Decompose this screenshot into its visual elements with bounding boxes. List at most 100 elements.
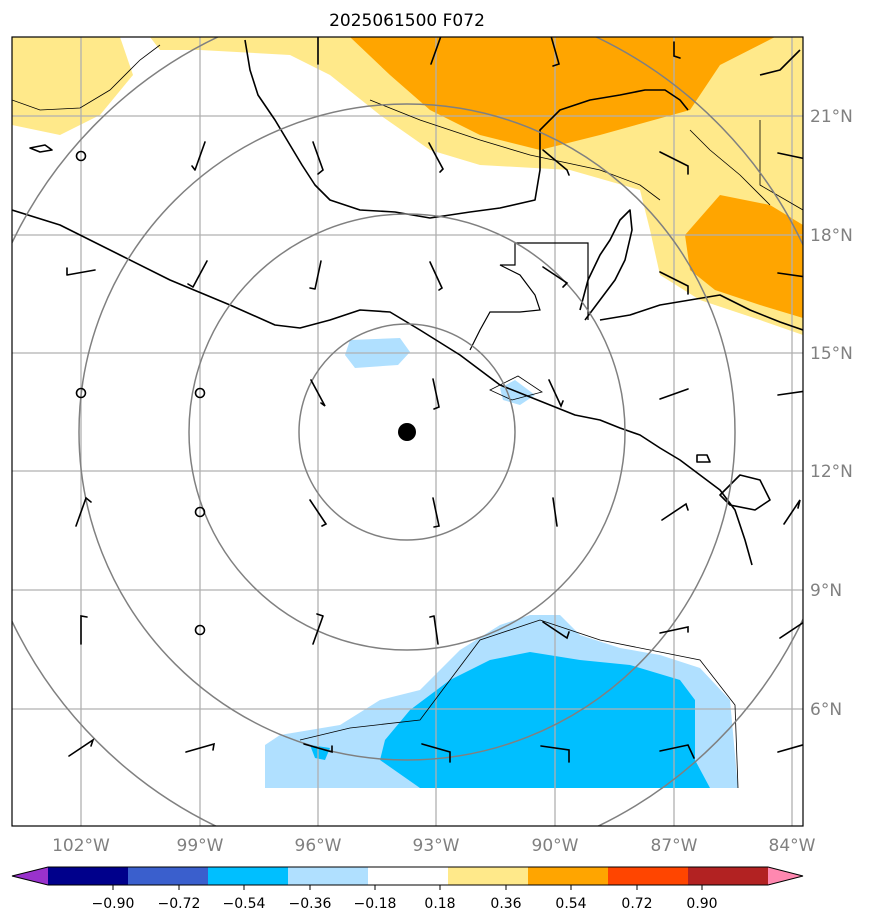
wind-barb (552, 497, 558, 527)
colorbar-segment (208, 867, 289, 885)
map-frame (11, 36, 804, 827)
colorbar-segment (528, 867, 609, 885)
wind-barb (542, 149, 570, 176)
lat-label: 12°N (810, 462, 853, 482)
blue-region-small (310, 745, 330, 760)
wind-barb (312, 613, 324, 645)
colorbar-tick-label: −0.90 (92, 896, 135, 912)
calm-circle (75, 387, 87, 399)
latitude-labels: 21°N 18°N 15°N 12°N 9°N 6°N (810, 107, 853, 720)
wind-barb (75, 496, 92, 527)
colorbar-segment (608, 867, 689, 885)
lon-label: 96°W (295, 836, 342, 856)
wind-barb (185, 742, 215, 753)
wind-barb (187, 260, 208, 288)
wind-barb (429, 615, 439, 645)
colorbar-segment (288, 867, 369, 885)
lat-label: 15°N (810, 344, 853, 364)
wind-barb (783, 499, 801, 525)
shaded-field (12, 37, 803, 788)
wind-barb (550, 37, 560, 67)
wind-barb (779, 621, 803, 639)
wind-barb (673, 41, 681, 59)
lon-label: 99°W (177, 836, 224, 856)
colorbar-segment (368, 867, 449, 885)
wind-barb (309, 260, 322, 290)
wind-barb (659, 151, 689, 175)
lat-label: 21°N (810, 107, 853, 127)
colorbar-segment (128, 867, 209, 885)
colorbar-segments (12, 867, 803, 885)
wind-barb (659, 271, 689, 295)
yellow-region-northwest (12, 37, 133, 135)
colorbar-tick-label: −0.72 (158, 896, 201, 912)
colorbar-tick-label: 0.90 (686, 896, 717, 912)
wind-barb (428, 142, 444, 173)
calm-circle (75, 150, 87, 162)
wind-barb (540, 745, 570, 763)
colorbar-outline (11, 866, 804, 886)
calm-circle (194, 387, 206, 399)
wind-barb (432, 378, 440, 410)
wind-barb (312, 141, 324, 175)
map-panel (12, 37, 803, 826)
colorbar-tick-label: 0.72 (621, 896, 652, 912)
wind-barb (303, 743, 333, 754)
lon-label: 84°W (769, 836, 816, 856)
orange-region-caribbean (685, 195, 803, 318)
range-rings (12, 37, 803, 826)
wind-barb (542, 266, 569, 288)
wind-barb (191, 141, 206, 171)
wind-barb (777, 390, 803, 396)
wind-barb (430, 37, 442, 65)
wind-barb (66, 267, 96, 276)
storm-center-marker (398, 423, 416, 441)
wind-barb (661, 502, 689, 521)
colorbar: −0.90 −0.72 −0.54 −0.36 −0.18 0.18 0.36 … (11, 866, 804, 912)
wind-barb (659, 388, 689, 400)
wind-barb (80, 615, 88, 645)
wind-barb (68, 738, 95, 757)
lon-label: 102°W (52, 836, 110, 856)
wind-barb (659, 626, 689, 634)
blue-region-pacific (380, 652, 710, 788)
colorbar-tick-label: −0.36 (289, 896, 332, 912)
colorbar-tick-label: 0.54 (555, 896, 586, 912)
figure-title: 2025061500 F072 (329, 11, 485, 31)
lat-label: 9°N (810, 581, 842, 601)
wind-barb (542, 621, 570, 640)
wind-barb (310, 379, 326, 407)
colorbar-segment (688, 867, 769, 885)
wind-barb (777, 272, 803, 278)
wind-barb (777, 744, 803, 753)
borders (12, 44, 803, 789)
calm-circle (194, 624, 206, 636)
lon-label: 90°W (532, 836, 579, 856)
wind-barb (548, 379, 564, 409)
lat-label: 6°N (810, 700, 842, 720)
wind-barb (429, 261, 444, 291)
calm-circle (194, 506, 206, 518)
colorbar-segment (448, 867, 529, 885)
lon-label: 93°W (413, 836, 460, 856)
graticule (12, 37, 803, 826)
longitude-labels: 102°W 99°W 96°W 93°W 90°W 87°W 84°W (52, 836, 816, 856)
colorbar-ticks (112, 885, 703, 890)
colorbar-tick-label: −0.54 (223, 896, 266, 912)
wind-barbs (66, 37, 803, 763)
colorbar-segment (48, 867, 129, 885)
wind-barb (309, 499, 328, 527)
lon-label: 87°W (651, 836, 698, 856)
coastlines (12, 39, 803, 566)
wind-barb (777, 152, 803, 160)
lat-label: 18°N (810, 226, 853, 246)
colorbar-tick-label: −0.18 (354, 896, 397, 912)
wind-barb (421, 743, 451, 763)
colorbar-extend-max (768, 867, 803, 885)
wind-barb (659, 744, 695, 759)
wind-barb (432, 497, 440, 528)
colorbar-tick-label: 0.18 (424, 896, 455, 912)
orange-region-gulf (350, 37, 775, 150)
colorbar-tick-label: 0.36 (490, 896, 521, 912)
